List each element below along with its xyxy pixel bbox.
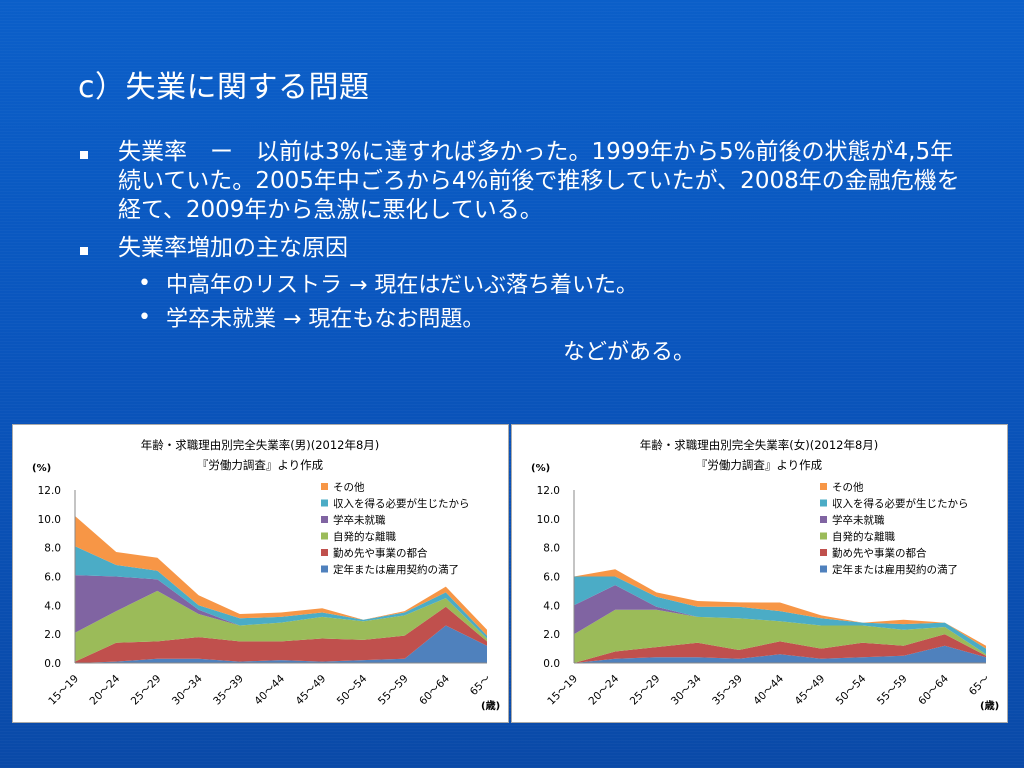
sub-bullet-dot-icon: •: [138, 271, 151, 296]
x-tick-label: 60～64: [417, 672, 452, 707]
legend-swatch: [820, 516, 827, 523]
area-series-3: [75, 575, 487, 639]
sub-bullet-dot-icon: •: [138, 305, 151, 330]
y-tick-label: 12.0: [537, 485, 560, 497]
y-tick-label: 6.0: [44, 572, 61, 584]
y-tick-label: 10.0: [38, 514, 61, 526]
bullet-main-causes: 失業率増加の主な原因: [118, 235, 348, 261]
chart-male-svg: 年齢・求職理由別完全失業率(男)(2012年8月) 『労働力調査』より作成 (%) (…: [32, 438, 500, 712]
sub-bullet-restructuring: 中高年のリストラ → 現在はだいぶ落ち着いた。: [166, 273, 638, 298]
legend-label: 勤め先や事業の都合: [333, 547, 428, 560]
chart-title-female: 年齢・求職理由別完全失業率(女)(2012年8月): [640, 438, 879, 452]
x-tick-label: 20～24: [88, 672, 123, 707]
legend-label: 収入を得る必要が生じたから: [832, 497, 969, 510]
legend-swatch: [820, 549, 827, 556]
x-tick-label: 25～29: [129, 673, 164, 708]
bullet-square-icon: [80, 247, 88, 255]
legend-label: 自発的な離職: [333, 530, 396, 543]
legend-swatch: [321, 532, 328, 540]
y-tick-label: 12.0: [38, 485, 61, 497]
chart-panel-male: 年齢・求職理由別完全失業率(男)(2012年8月) 『労働力調査』より作成 (%) (…: [12, 424, 509, 723]
y-tick-label: 10.0: [537, 514, 560, 526]
x-tick-label: 15～19: [545, 673, 580, 708]
x-tick-label: 30～34: [669, 672, 704, 707]
legend-label: 学卒未就職: [333, 514, 386, 527]
x-axis-unit-label: (歳): [481, 699, 500, 712]
legend-label: 学卒未就職: [832, 514, 885, 527]
slide-title: c）失業に関する問題: [78, 70, 370, 105]
y-tick-label: 8.0: [44, 543, 61, 555]
x-tick-label: 40～44: [252, 672, 287, 707]
legend-label: 定年または雇用契約の満了: [832, 563, 958, 576]
bullet-unemployment-rate: 失業率 ー 以前は3%に達すれば多かった。1999年から5%前後の状態が4,5年…: [118, 139, 960, 223]
y-tick-label: 2.0: [44, 629, 61, 641]
y-tick-label: 4.0: [543, 600, 560, 612]
chart-title-male: 年齢・求職理由別完全失業率(男)(2012年8月): [141, 438, 380, 452]
chart-subtitle-male: 『労働力調査』より作成: [197, 458, 324, 472]
x-tick-label: 50～54: [834, 672, 869, 707]
chart-panel-female: 年齢・求職理由別完全失業率(女)(2012年8月) 『労働力調査』より作成 (%) (…: [511, 424, 1008, 723]
area-series-2: [75, 590, 487, 662]
x-tick-label: 55～59: [875, 673, 910, 708]
area-series-2: [574, 609, 986, 663]
y-axis-unit-label: (%): [531, 463, 550, 474]
sub-bullet-graduate-unemployment: 学卒未就業 → 現在もなお問題。: [166, 307, 485, 332]
legend-swatch: [820, 565, 827, 573]
x-tick-label: 50～54: [335, 672, 370, 707]
x-tick-label: 25～29: [628, 673, 663, 708]
y-tick-label: 6.0: [543, 572, 560, 584]
legend-label: その他: [832, 481, 864, 494]
x-axis-unit-label: (歳): [980, 699, 999, 712]
x-tick-label: 55～59: [376, 673, 411, 708]
legend-label: 収入を得る必要が生じたから: [333, 497, 470, 510]
legend-swatch: [321, 565, 328, 573]
x-tick-label: 20～24: [587, 672, 622, 707]
area-series-4: [75, 546, 487, 639]
x-tick-label: 15～19: [46, 673, 81, 708]
legend-swatch: [820, 483, 827, 490]
x-tick-label: 60～64: [916, 672, 951, 707]
legend-label: その他: [333, 481, 365, 494]
y-tick-label: 0.0: [543, 658, 560, 670]
legend-label: 自発的な離職: [832, 530, 895, 543]
area-series-3: [574, 585, 986, 655]
legend-label: 定年または雇用契約の満了: [333, 563, 459, 576]
x-tick-label: 30～34: [170, 672, 205, 707]
x-tick-label: 65～: [967, 672, 993, 698]
x-tick-label: 35～39: [710, 673, 745, 708]
y-axis-unit-label: (%): [32, 463, 51, 474]
y-tick-label: 2.0: [543, 629, 560, 641]
x-tick-label: 40～44: [751, 672, 786, 707]
bullet-square-icon: [80, 151, 88, 159]
legend-swatch: [321, 549, 328, 556]
area-series-0: [75, 625, 487, 663]
legend-swatch: [321, 516, 328, 523]
chart-female-svg: 年齢・求職理由別完全失業率(女)(2012年8月) 『労働力調査』より作成 (%) (…: [531, 438, 999, 712]
legend-swatch: [321, 499, 328, 507]
area-series-0: [574, 645, 986, 663]
area-series-1: [574, 634, 986, 663]
x-tick-label: 65～: [468, 672, 494, 698]
x-tick-label: 35～39: [211, 673, 246, 708]
legend-label: 勤め先や事業の都合: [832, 547, 927, 560]
y-tick-label: 4.0: [44, 600, 61, 612]
area-series-1: [75, 606, 487, 663]
legend-swatch: [820, 499, 827, 507]
area-series-5: [574, 569, 986, 649]
area-series-4: [574, 576, 986, 655]
y-tick-label: 0.0: [44, 658, 61, 670]
bullet-closing-text: などがある。: [563, 340, 696, 365]
legend-swatch: [321, 483, 328, 490]
x-tick-label: 45～49: [294, 673, 329, 708]
legend-swatch: [820, 532, 827, 540]
x-tick-label: 45～49: [793, 673, 828, 708]
y-tick-label: 8.0: [543, 543, 560, 555]
chart-subtitle-female: 『労働力調査』より作成: [696, 458, 823, 472]
